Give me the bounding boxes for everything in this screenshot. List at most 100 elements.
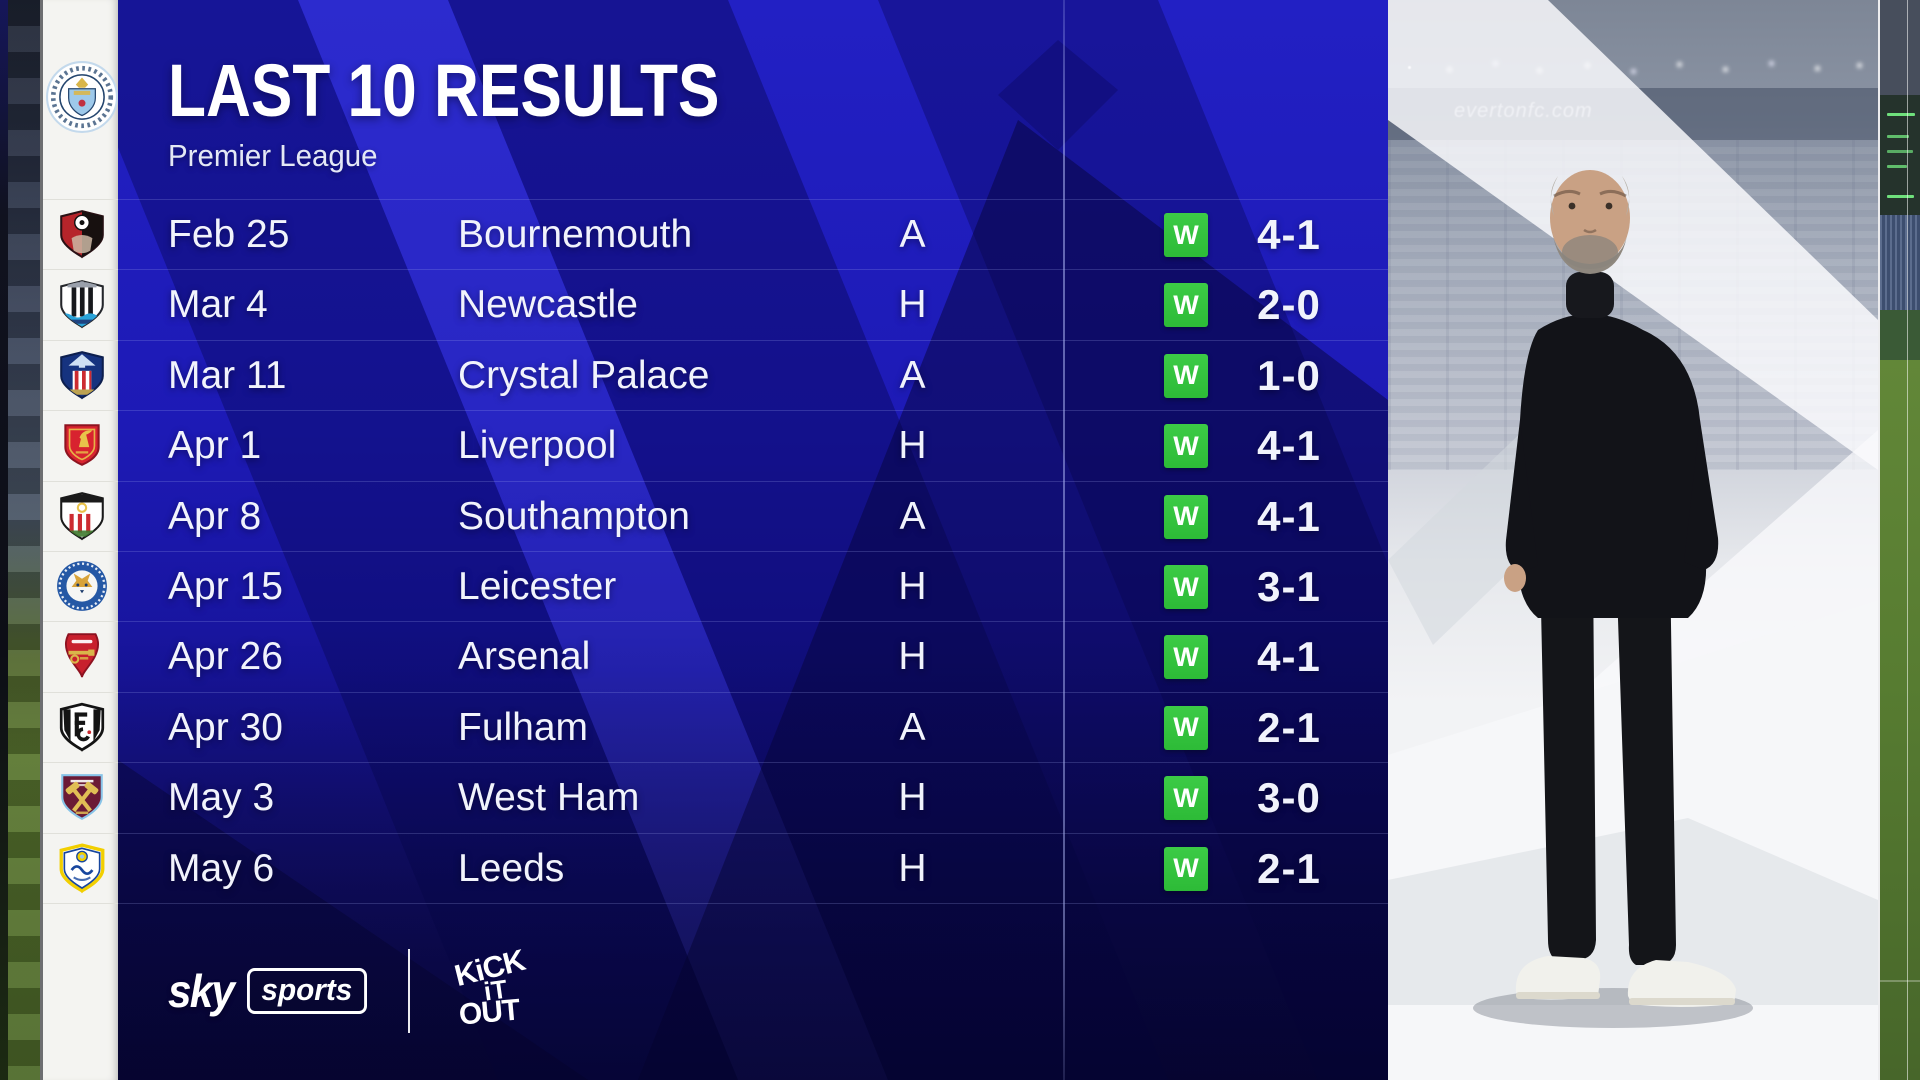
- column-divider-line: [1063, 0, 1065, 1080]
- venue-indicator: H: [898, 635, 927, 679]
- score: 3-0: [1257, 774, 1321, 822]
- stadium-crowd: [1880, 215, 1920, 310]
- opponent-name: Bournemouth: [458, 213, 693, 256]
- result-letter: W: [1173, 219, 1199, 250]
- match-date: Mar 4: [168, 283, 268, 327]
- table-bottom-line: [118, 903, 1388, 904]
- opponent-name: Arsenal: [458, 635, 591, 679]
- result-letter: W: [1173, 501, 1199, 532]
- match-date: Apr 15: [168, 565, 283, 608]
- leicester-badge: [54, 558, 110, 614]
- result-row: Apr 15 Leicester H W 3-1: [118, 551, 1388, 621]
- result-row: Feb 25 Bournemouth A W 4-1: [118, 199, 1388, 269]
- kick-it-out-line: OUT: [457, 993, 521, 1032]
- venue-indicator: H: [898, 283, 927, 327]
- liverpool-badge: [54, 417, 110, 473]
- rail-separator: [43, 339, 118, 341]
- match-date: May 3: [168, 776, 275, 820]
- rail-separator: [43, 551, 118, 552]
- match-date: Feb 25: [168, 213, 290, 256]
- result-letter: W: [1173, 430, 1199, 461]
- rail-separator: [43, 269, 118, 271]
- west-ham-badge: [54, 769, 110, 825]
- southampton-badge: [54, 488, 110, 544]
- leeds-badge: [54, 840, 110, 896]
- result-row: Apr 1 Liverpool H W 4-1: [118, 410, 1388, 480]
- win-badge: W: [1164, 705, 1208, 750]
- win-badge: W: [1164, 846, 1208, 891]
- stadium-video-left-strip: [8, 0, 40, 1080]
- win-badge: W: [1164, 283, 1208, 328]
- opponent-name: Fulham: [458, 705, 589, 749]
- rail-separator: [43, 480, 118, 482]
- result-letter: W: [1173, 289, 1199, 320]
- rail-separator: [43, 903, 118, 904]
- result-row: Apr 26 Arsenal H W 4-1: [118, 621, 1388, 691]
- venue-indicator: H: [898, 565, 927, 608]
- opponent-name: Leicester: [458, 565, 617, 608]
- result-letter: W: [1173, 853, 1199, 884]
- match-date: Apr 1: [168, 424, 262, 468]
- opponent-name: West Ham: [458, 776, 640, 820]
- venue-indicator: A: [899, 213, 926, 256]
- result-letter: W: [1173, 571, 1199, 602]
- venue-indicator: A: [899, 705, 926, 749]
- sky-sports-logo: sports: [246, 968, 367, 1014]
- venue-indicator: H: [898, 846, 927, 890]
- win-badge: W: [1164, 424, 1208, 469]
- opponent-name: Leeds: [458, 846, 565, 890]
- results-panel: LAST 10 RESULTS Premier League Feb 25 Bo…: [118, 0, 1388, 1080]
- score: 4-1: [1257, 422, 1321, 470]
- rail-separator: [43, 621, 118, 623]
- opponent-name: Newcastle: [458, 283, 638, 327]
- match-date: Apr 8: [168, 494, 262, 538]
- result-row: Apr 30 Fulham A W 2-1: [118, 691, 1388, 762]
- win-badge: W: [1164, 776, 1208, 821]
- result-letter: W: [1173, 782, 1199, 813]
- bournemouth-badge: [54, 206, 110, 262]
- kick-it-out-logo: KiCK iT OUT: [444, 944, 536, 1037]
- rail-separator: [43, 832, 118, 834]
- rail-separator: [43, 762, 118, 764]
- score: 1-0: [1257, 351, 1321, 399]
- opponent-name: Southampton: [458, 494, 691, 538]
- pep-guardiola-figure: [1473, 170, 1753, 1028]
- opponent-name: Crystal Palace: [458, 353, 710, 397]
- result-row: Mar 11 Crystal Palace A W 1-0: [118, 339, 1388, 410]
- arsenal-badge: [54, 628, 110, 684]
- win-badge: W: [1164, 353, 1208, 398]
- opponent-name: Liverpool: [458, 424, 617, 468]
- venue-indicator: H: [898, 424, 927, 468]
- competition-subtitle: Premier League: [168, 138, 378, 173]
- score: 3-1: [1257, 563, 1321, 610]
- newcastle-badge: [54, 276, 110, 332]
- result-row: Mar 4 Newcastle H W 2-0: [118, 269, 1388, 339]
- win-badge: W: [1164, 494, 1208, 539]
- stadium-video-right-strip: [1878, 0, 1920, 1080]
- rail-separator: [43, 691, 118, 693]
- match-date: May 6: [168, 846, 275, 890]
- venue-indicator: A: [899, 494, 926, 538]
- result-row: May 6 Leeds H W 2-1: [118, 832, 1388, 903]
- match-date: Apr 30: [168, 705, 283, 749]
- logo-divider: [407, 949, 410, 1033]
- score: 4-1: [1257, 633, 1321, 681]
- team-badge-rail: [40, 0, 118, 1080]
- win-badge: W: [1164, 565, 1208, 609]
- result-letter: W: [1173, 641, 1199, 672]
- result-letter: W: [1173, 712, 1199, 743]
- stadium-pitch: [1880, 360, 1920, 1080]
- match-date: Mar 11: [168, 353, 287, 397]
- footer-logos: sky sports KiCK iT OUT: [168, 944, 536, 1037]
- score: 2-1: [1257, 844, 1321, 892]
- results-rows: Feb 25 Bournemouth A W 4-1 Mar 4 Newcast…: [118, 0, 1388, 1080]
- result-row: Apr 8 Southampton A W 4-1: [118, 480, 1388, 551]
- page-title: LAST 10 RESULTS: [168, 49, 720, 132]
- venue-indicator: H: [898, 776, 927, 820]
- score: 2-1: [1257, 703, 1321, 751]
- score: 2-0: [1257, 281, 1321, 329]
- result-row: May 3 West Ham H W 3-0: [118, 762, 1388, 832]
- match-date: Apr 26: [168, 635, 283, 679]
- result-letter: W: [1173, 360, 1199, 391]
